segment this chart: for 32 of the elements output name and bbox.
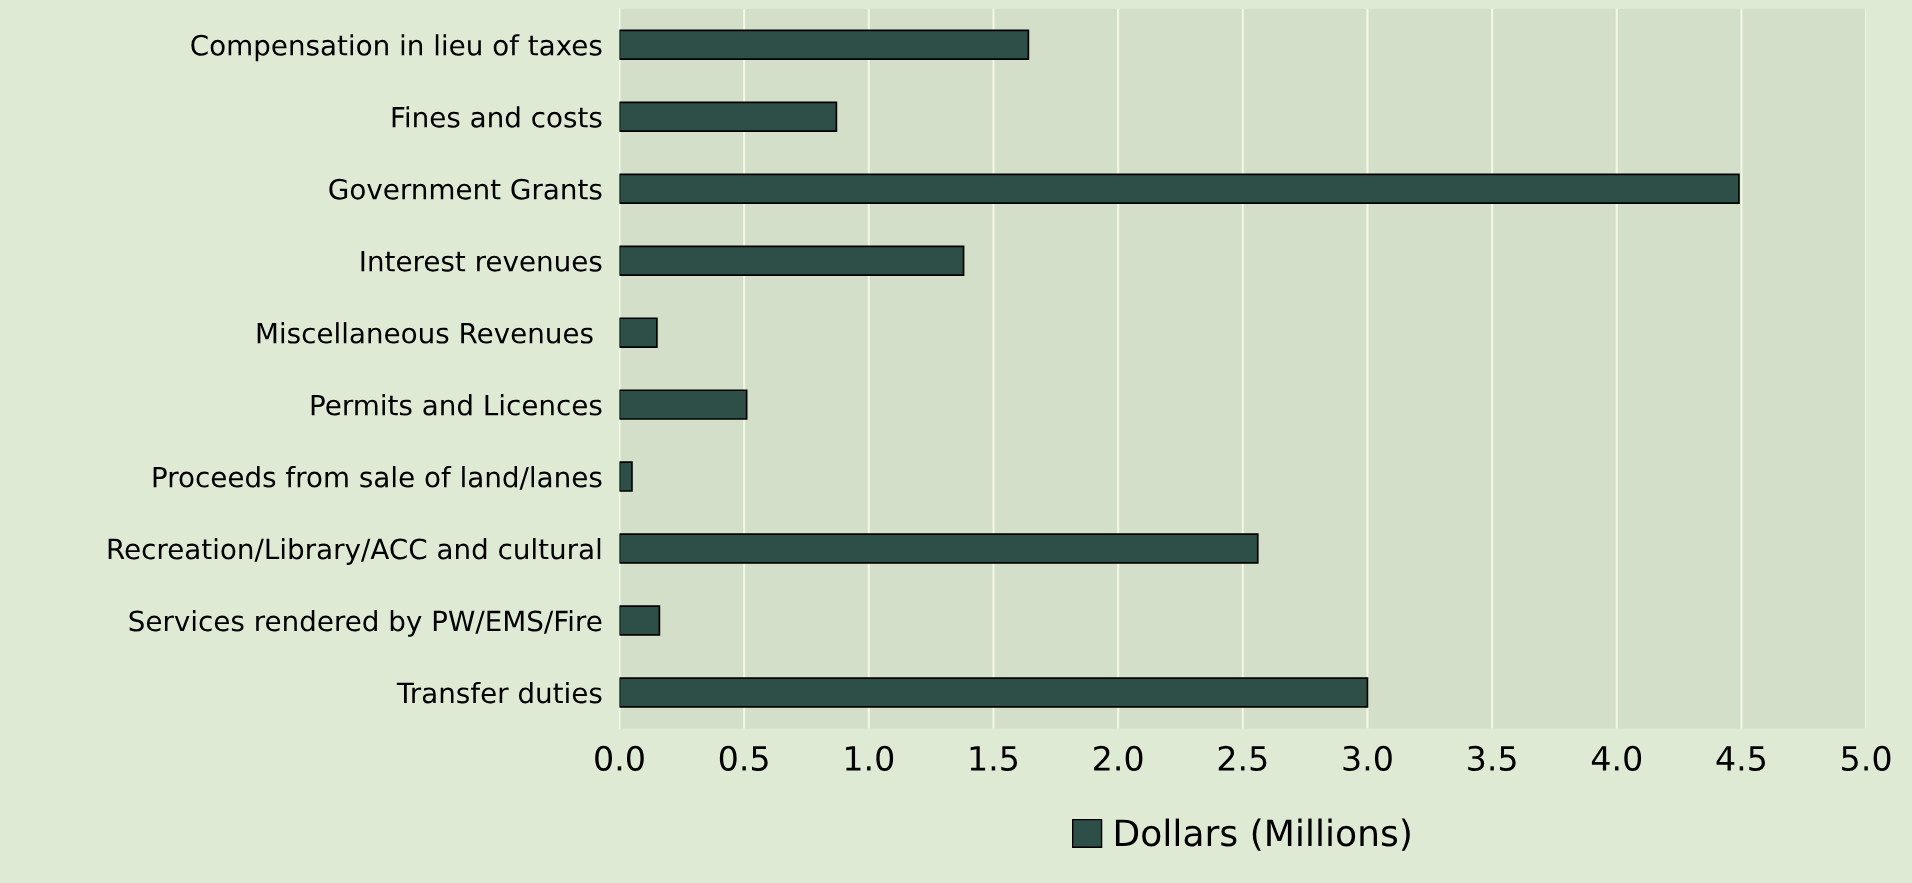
x-tick-label: 5.0 xyxy=(1842,745,1891,771)
y-tick-label: Transfer duties xyxy=(396,681,602,704)
y-tick-label: Compensation in lieu of taxes xyxy=(191,34,602,62)
bar xyxy=(619,533,1259,564)
y-tick-label: Proceeds from sale of land/lanes xyxy=(153,466,602,490)
legend-label: Dollars (Millions) xyxy=(1115,818,1410,851)
x-tick-label: 1.5 xyxy=(970,746,1018,771)
bar xyxy=(619,677,1369,708)
y-tick-label: Services rendered by PW/EMS/Fire xyxy=(129,609,602,637)
x-tick-label: 2.5 xyxy=(1218,745,1267,771)
x-tick-label: 0.0 xyxy=(595,745,644,771)
y-tick-label: Recreation/Library/ACC and cultural xyxy=(108,538,601,565)
x-tick-label: 2.0 xyxy=(1094,745,1143,771)
bar xyxy=(619,173,1740,204)
y-tick-label: Fines and costs xyxy=(392,106,602,128)
bar xyxy=(619,245,965,276)
x-tick-label: 1.0 xyxy=(845,745,894,771)
x-tick-label: 0.5 xyxy=(719,745,768,771)
bar xyxy=(619,101,838,133)
x-tick-label: 3.0 xyxy=(1343,745,1392,771)
bar xyxy=(619,461,633,492)
x-tick-label: 3.5 xyxy=(1468,745,1516,771)
bar xyxy=(619,605,661,636)
bar xyxy=(619,389,748,420)
x-tick-label: 4.0 xyxy=(1591,745,1642,771)
y-tick-label: Interest revenues xyxy=(361,251,602,272)
y-tick-label: Government Grants xyxy=(329,178,602,200)
y-tick-label: Permits and Licences xyxy=(311,394,602,416)
y-tick-label: Miscellaneous Revenues xyxy=(257,322,593,344)
bar xyxy=(619,317,658,348)
bar xyxy=(619,29,1030,61)
x-tick-label: 4.5 xyxy=(1716,746,1766,771)
